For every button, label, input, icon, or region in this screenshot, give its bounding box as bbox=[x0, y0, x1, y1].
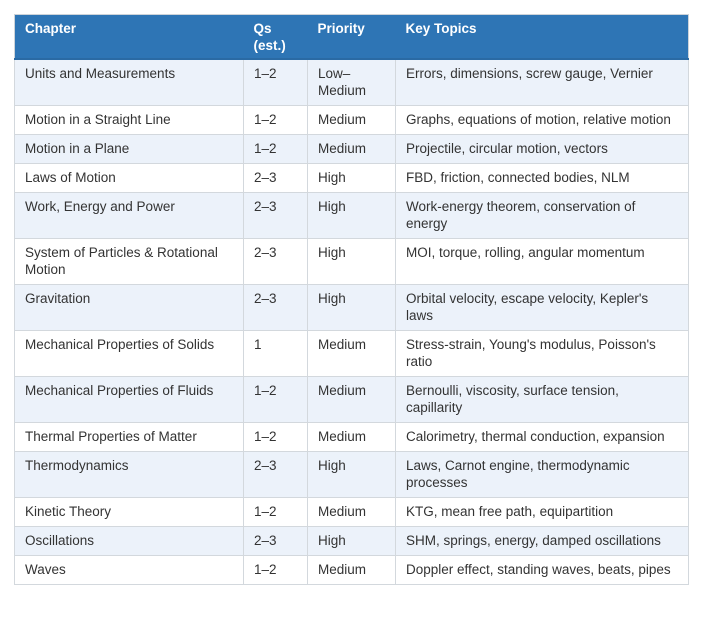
header-cell-keytopics: Key Topics bbox=[395, 14, 689, 60]
cell-chapter: Work, Energy and Power bbox=[14, 192, 244, 239]
cell-chapter: Oscillations bbox=[14, 526, 244, 556]
cell-qs: 2–3 bbox=[243, 451, 308, 498]
table-body: Units and Measurements 1–2 Low–Medium Error… bbox=[14, 58, 689, 585]
table-row: Work, Energy and Power 2–3 High Work-energy… bbox=[14, 192, 689, 239]
table-row: Mechanical Properties of Fluids 1–2 Medium… bbox=[14, 376, 689, 423]
cell-chapter: Thermodynamics bbox=[14, 451, 244, 498]
cell-priority: Medium bbox=[307, 134, 396, 164]
cell-qs: 1–2 bbox=[243, 497, 308, 527]
table-row: Kinetic Theory 1–2 Medium KTG, mean free pa… bbox=[14, 497, 689, 527]
cell-priority: High bbox=[307, 451, 396, 498]
cell-qs: 1–2 bbox=[243, 134, 308, 164]
cell-qs: 2–3 bbox=[243, 192, 308, 239]
cell-chapter: Gravitation bbox=[14, 284, 244, 331]
cell-qs: 2–3 bbox=[243, 238, 308, 285]
chapter-priority-table: Chapter Qs (est.) Priority Key Topics Un… bbox=[14, 14, 689, 585]
table-row: Thermodynamics 2–3 High Laws, Carnot engine… bbox=[14, 451, 689, 498]
chapter-priority-table-wrap: Chapter Qs (est.) Priority Key Topics Un… bbox=[14, 14, 689, 585]
cell-chapter: Motion in a Plane bbox=[14, 134, 244, 164]
cell-priority: Medium bbox=[307, 555, 396, 585]
cell-topics: Laws, Carnot engine, thermodynamic proce… bbox=[395, 451, 689, 498]
cell-chapter: Mechanical Properties of Solids bbox=[14, 330, 244, 377]
cell-topics: Graphs, equations of motion, relative mo… bbox=[395, 105, 689, 135]
header-cell-chapter: Chapter bbox=[14, 14, 244, 60]
cell-topics: Work-energy theorem, conservation of ene… bbox=[395, 192, 689, 239]
cell-priority: Medium bbox=[307, 105, 396, 135]
cell-priority: High bbox=[307, 284, 396, 331]
cell-chapter: Mechanical Properties of Fluids bbox=[14, 376, 244, 423]
table-row: Laws of Motion 2–3 High FBD, friction, conn… bbox=[14, 163, 689, 193]
cell-topics: MOI, torque, rolling, angular momentum bbox=[395, 238, 689, 285]
cell-topics: Bernoulli, viscosity, surface tension, c… bbox=[395, 376, 689, 423]
cell-topics: Calorimetry, thermal conduction, expansi… bbox=[395, 422, 689, 452]
cell-priority: Medium bbox=[307, 330, 396, 377]
cell-priority: High bbox=[307, 238, 396, 285]
cell-priority: High bbox=[307, 163, 396, 193]
table-row: System of Particles & Rotational Motion 2… bbox=[14, 238, 689, 285]
cell-priority: Medium bbox=[307, 497, 396, 527]
table-header-row: Chapter Qs (est.) Priority Key Topics bbox=[14, 14, 689, 60]
cell-priority: Medium bbox=[307, 376, 396, 423]
cell-chapter: Thermal Properties of Matter bbox=[14, 422, 244, 452]
table-row: Waves 1–2 Medium Doppler effect, standing w… bbox=[14, 555, 689, 585]
cell-priority: Low–Medium bbox=[307, 58, 396, 106]
cell-chapter: Waves bbox=[14, 555, 244, 585]
cell-priority: High bbox=[307, 192, 396, 239]
cell-priority: Medium bbox=[307, 422, 396, 452]
cell-qs: 1–2 bbox=[243, 422, 308, 452]
cell-qs: 2–3 bbox=[243, 163, 308, 193]
cell-qs: 2–3 bbox=[243, 526, 308, 556]
cell-qs: 1–2 bbox=[243, 58, 308, 106]
table-row: Thermal Properties of Matter 1–2 Medium Cal… bbox=[14, 422, 689, 452]
cell-topics: Doppler effect, standing waves, beats, p… bbox=[395, 555, 689, 585]
cell-topics: SHM, springs, energy, damped oscillation… bbox=[395, 526, 689, 556]
table-row: Oscillations 2–3 High SHM, springs, energy,… bbox=[14, 526, 689, 556]
cell-topics: Errors, dimensions, screw gauge, Vernier bbox=[395, 58, 689, 106]
header-cell-qs: Qs (est.) bbox=[243, 14, 308, 60]
cell-qs: 1 bbox=[243, 330, 308, 377]
table-row: Motion in a Plane 1–2 Medium Projectile, ci… bbox=[14, 134, 689, 164]
cell-topics: Stress-strain, Young's modulus, Poisson'… bbox=[395, 330, 689, 377]
table-row: Motion in a Straight Line 1–2 Medium Graphs… bbox=[14, 105, 689, 135]
cell-chapter: Kinetic Theory bbox=[14, 497, 244, 527]
table-row: Mechanical Properties of Solids 1 Medium St… bbox=[14, 330, 689, 377]
cell-chapter: Motion in a Straight Line bbox=[14, 105, 244, 135]
cell-topics: Projectile, circular motion, vectors bbox=[395, 134, 689, 164]
cell-priority: High bbox=[307, 526, 396, 556]
cell-qs: 2–3 bbox=[243, 284, 308, 331]
cell-chapter: Laws of Motion bbox=[14, 163, 244, 193]
cell-topics: Orbital velocity, escape velocity, Keple… bbox=[395, 284, 689, 331]
table-row: Gravitation 2–3 High Orbital velocity, esca… bbox=[14, 284, 689, 331]
cell-topics: KTG, mean free path, equipartition bbox=[395, 497, 689, 527]
table-row: Units and Measurements 1–2 Low–Medium Error… bbox=[14, 58, 689, 106]
header-cell-priority: Priority bbox=[307, 14, 396, 60]
cell-qs: 1–2 bbox=[243, 376, 308, 423]
cell-chapter: System of Particles & Rotational Motion bbox=[14, 238, 244, 285]
cell-qs: 1–2 bbox=[243, 105, 308, 135]
cell-qs: 1–2 bbox=[243, 555, 308, 585]
cell-chapter: Units and Measurements bbox=[14, 58, 244, 106]
cell-topics: FBD, friction, connected bodies, NLM bbox=[395, 163, 689, 193]
